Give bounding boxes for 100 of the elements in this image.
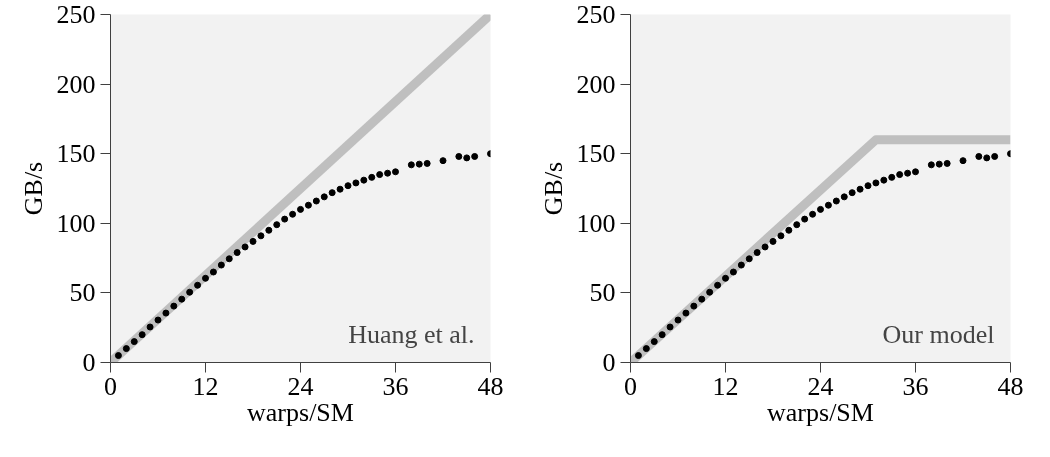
point — [714, 281, 722, 289]
point — [809, 210, 817, 218]
x-tick-label: 0 — [104, 371, 117, 401]
point — [698, 295, 706, 303]
point — [777, 232, 785, 240]
point — [241, 243, 249, 251]
y-tick-label: 200 — [56, 69, 96, 99]
point — [888, 173, 896, 181]
y-tick-label: 250 — [56, 0, 96, 29]
y-axis-title: GB/s — [538, 161, 568, 216]
point — [384, 169, 392, 177]
point — [114, 352, 122, 360]
point — [202, 274, 209, 282]
y-tick-label: 100 — [56, 208, 96, 238]
point — [729, 268, 737, 276]
point — [297, 205, 304, 213]
x-tick-label: 12 — [712, 371, 739, 401]
point — [753, 249, 761, 257]
point — [832, 197, 840, 205]
y-tick-label: 0 — [82, 348, 96, 377]
point — [722, 274, 729, 282]
point — [666, 323, 674, 331]
point — [455, 152, 463, 160]
point — [178, 295, 186, 303]
y-tick-label: 100 — [576, 208, 616, 238]
x-tick-label: 36 — [382, 371, 409, 401]
point — [769, 237, 777, 245]
point — [154, 316, 162, 324]
point — [880, 176, 888, 184]
point — [872, 179, 880, 187]
y-tick-label: 150 — [56, 139, 96, 169]
point — [745, 255, 753, 263]
x-tick-label: 36 — [902, 371, 929, 401]
y-tick-label: 0 — [602, 348, 616, 377]
y-tick-label: 50 — [69, 278, 96, 308]
point — [642, 345, 650, 353]
point — [423, 159, 431, 167]
point — [935, 160, 943, 168]
point — [265, 226, 273, 234]
point — [975, 152, 983, 160]
point — [320, 193, 328, 201]
point — [138, 331, 146, 339]
point — [273, 221, 281, 229]
annotation: Huang et al. — [348, 319, 475, 349]
point — [415, 160, 423, 168]
point — [336, 185, 344, 193]
point — [943, 159, 951, 167]
point — [170, 302, 178, 310]
y-tick-label: 150 — [576, 139, 616, 169]
point — [463, 154, 471, 162]
point — [249, 237, 257, 245]
x-tick-label: 48 — [477, 371, 504, 401]
point — [289, 210, 297, 218]
point — [801, 215, 809, 223]
point — [194, 281, 202, 289]
point — [225, 255, 233, 263]
point — [407, 161, 415, 169]
point — [737, 261, 745, 269]
point — [217, 261, 225, 269]
point — [186, 288, 194, 296]
point — [634, 352, 642, 360]
point — [360, 176, 368, 184]
point — [706, 288, 714, 296]
annotation: Our model — [882, 319, 995, 349]
point — [368, 173, 376, 181]
point — [674, 316, 682, 324]
point — [840, 193, 848, 201]
y-tick-label: 50 — [589, 278, 616, 308]
point — [344, 182, 352, 190]
point — [690, 302, 698, 310]
point — [848, 189, 856, 197]
point — [864, 182, 872, 190]
x-tick-label: 12 — [192, 371, 219, 401]
point — [376, 171, 384, 179]
point — [927, 161, 935, 169]
point — [130, 338, 138, 346]
x-tick-label: 0 — [624, 371, 637, 401]
x-tick-label: 48 — [997, 371, 1024, 401]
point — [209, 268, 217, 276]
point — [761, 243, 769, 251]
y-tick-label: 250 — [576, 0, 616, 29]
point — [439, 157, 447, 165]
point — [281, 215, 289, 223]
point — [785, 226, 793, 234]
point — [904, 169, 912, 177]
point — [304, 201, 312, 209]
point — [856, 185, 864, 193]
y-tick-label: 200 — [576, 69, 616, 99]
point — [146, 323, 154, 331]
point — [682, 309, 690, 317]
point — [162, 309, 170, 317]
point — [983, 154, 991, 162]
point — [793, 221, 801, 229]
point — [392, 168, 399, 176]
point — [122, 345, 130, 353]
point — [257, 232, 265, 240]
point — [312, 197, 320, 205]
point — [896, 171, 904, 179]
point — [233, 249, 241, 257]
point — [658, 331, 666, 339]
